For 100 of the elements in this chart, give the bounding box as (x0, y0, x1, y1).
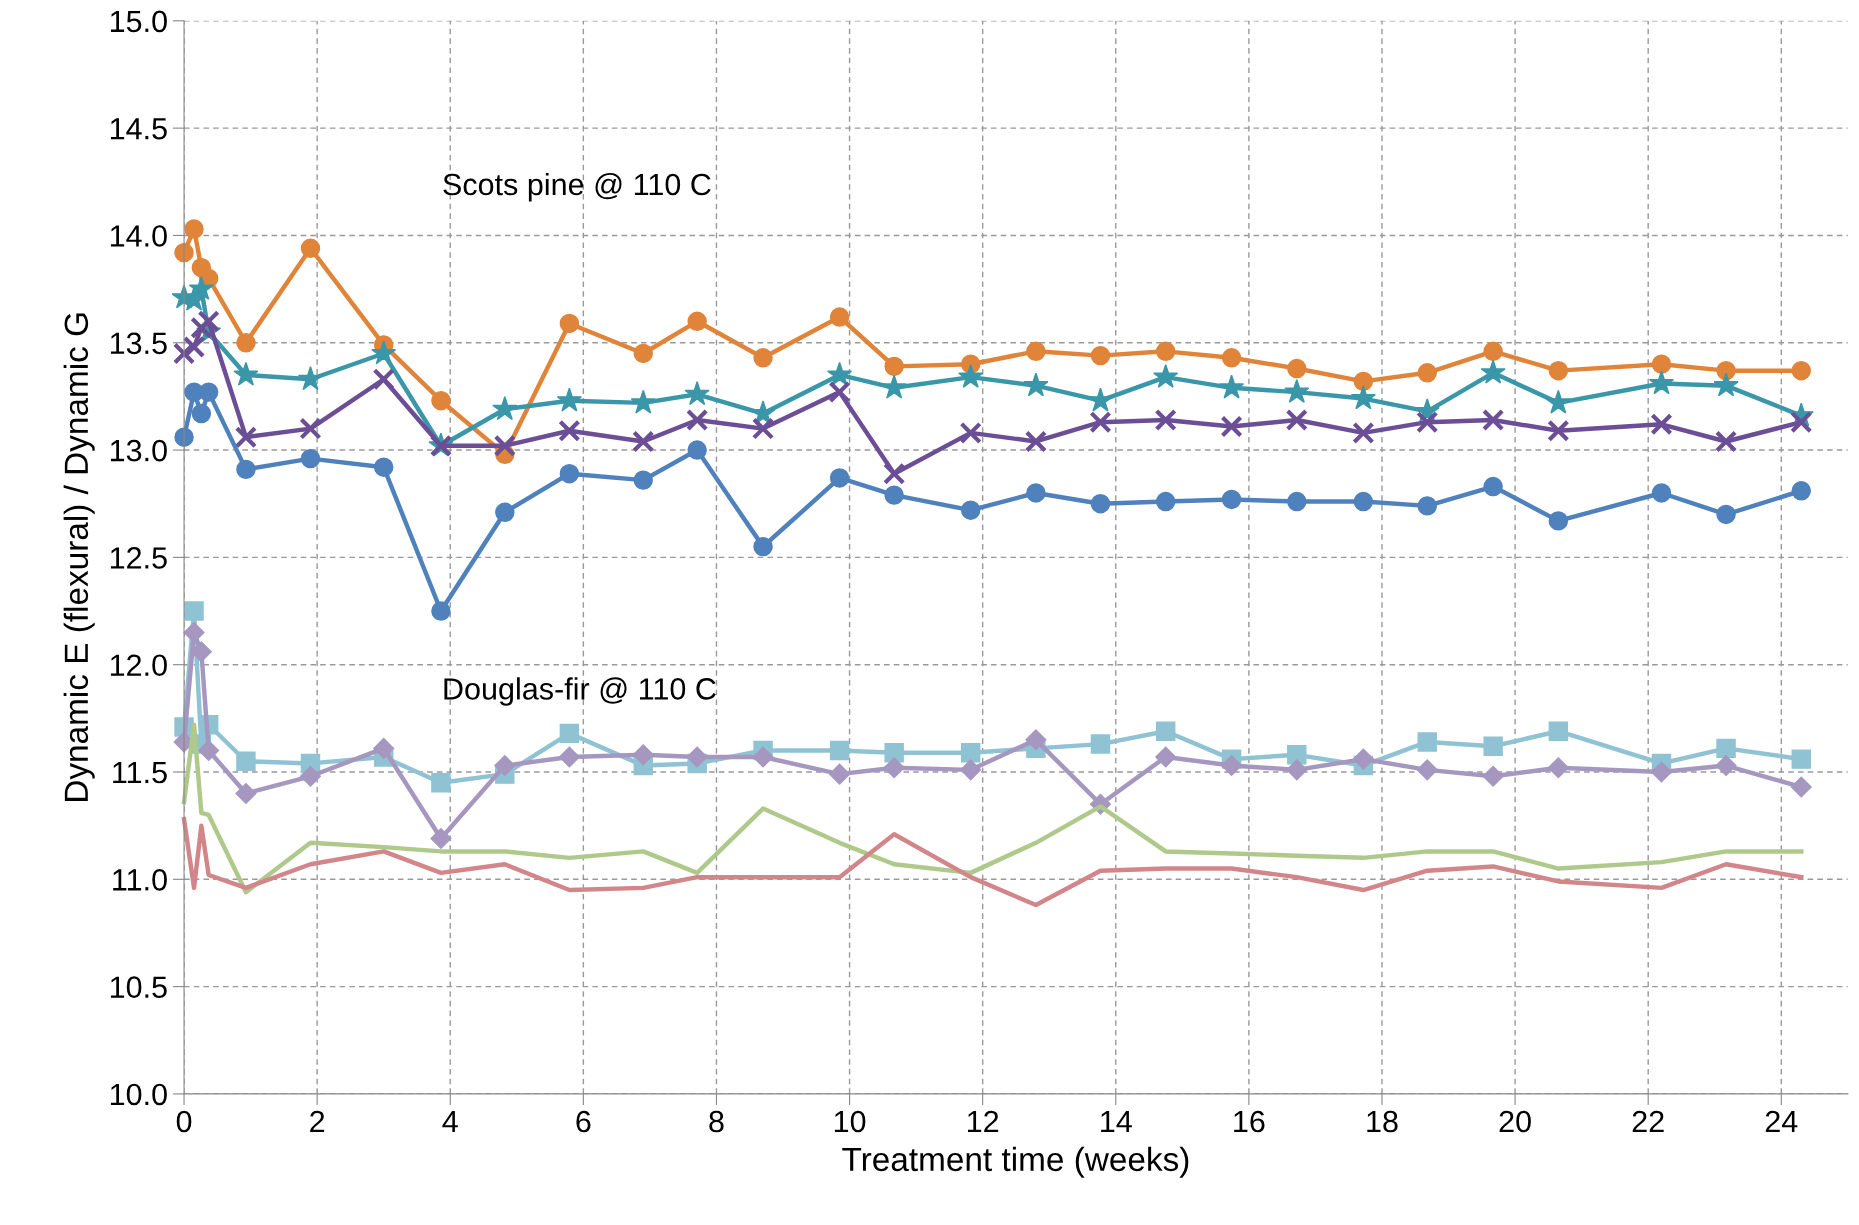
point (1350, 385, 1376, 410)
point (884, 485, 904, 505)
x-tick-label: 10 (834, 1110, 866, 1133)
point (297, 366, 324, 391)
point (829, 468, 850, 488)
point (687, 311, 707, 332)
point (372, 368, 395, 391)
point (1545, 389, 1571, 414)
x-tick-label: 6 (576, 1110, 591, 1133)
point (300, 448, 321, 469)
point (687, 440, 707, 460)
point (1087, 387, 1114, 412)
point (1482, 765, 1504, 787)
point (753, 348, 773, 368)
point (559, 723, 580, 744)
point (1352, 748, 1374, 770)
point (1155, 746, 1177, 768)
point (1651, 483, 1672, 503)
point (1416, 759, 1438, 781)
point (829, 763, 851, 785)
point (883, 757, 905, 779)
point (184, 601, 204, 621)
point (1286, 759, 1308, 781)
point (1220, 415, 1243, 438)
point (1353, 491, 1374, 512)
point (559, 313, 580, 334)
point (1548, 721, 1569, 741)
x-tick-label: 8 (709, 1110, 724, 1133)
point (686, 408, 709, 432)
y-tick-label: 13.0 (110, 439, 167, 462)
point (234, 426, 258, 449)
y-tick-label: 15.0 (110, 10, 167, 33)
point (1153, 363, 1179, 388)
point (632, 744, 654, 766)
point (1353, 371, 1374, 392)
point (1648, 370, 1675, 395)
point (632, 430, 655, 453)
point (1023, 372, 1049, 397)
point (373, 737, 395, 759)
point (1791, 481, 1811, 501)
point (1483, 341, 1503, 362)
point (1025, 729, 1047, 751)
point (1155, 341, 1176, 362)
point (1287, 358, 1307, 379)
point (960, 742, 981, 763)
point (1352, 421, 1375, 445)
point (1090, 493, 1111, 514)
x-tick-label: 22 (1632, 1110, 1664, 1133)
point (1716, 738, 1736, 759)
point (1417, 496, 1437, 516)
point (1221, 348, 1242, 368)
point (494, 755, 516, 777)
point (373, 457, 394, 477)
point (753, 536, 773, 557)
point (1089, 411, 1112, 434)
point (430, 828, 452, 850)
point (884, 356, 904, 377)
point (1417, 732, 1437, 752)
point (633, 470, 653, 490)
point (630, 389, 656, 414)
point (1218, 374, 1245, 399)
y-tick-label: 10.5 (110, 976, 167, 998)
point (1650, 413, 1673, 436)
y-axis-title: Dynamic E (flexural) / Dynamic G (63, 313, 95, 801)
point (1483, 476, 1503, 497)
point (1285, 408, 1308, 432)
point (1547, 757, 1569, 779)
point (1791, 360, 1811, 381)
point (371, 340, 397, 365)
point (1483, 736, 1503, 756)
point (881, 374, 907, 399)
point (684, 381, 710, 406)
point (1482, 408, 1505, 432)
point (958, 363, 984, 388)
point (1713, 372, 1739, 397)
point (1090, 734, 1111, 754)
point (299, 765, 322, 787)
y-tick-label: 10.0 (110, 1083, 167, 1106)
point (300, 238, 321, 259)
point (431, 773, 451, 793)
point (1221, 755, 1243, 777)
point (826, 361, 853, 386)
line-series (181, 816, 1804, 908)
point (492, 396, 518, 421)
point (431, 601, 451, 621)
x-tick-label: 2 (310, 1110, 325, 1133)
point (960, 500, 981, 520)
y-tick-label: 14.0 (110, 225, 167, 247)
point (559, 463, 580, 484)
point (495, 502, 515, 523)
point (1154, 408, 1177, 432)
point (1024, 430, 1048, 453)
point (235, 782, 257, 804)
y-tick-label: 12.5 (110, 547, 167, 569)
x-tick-label: 16 (1234, 1110, 1265, 1133)
point (686, 746, 708, 768)
point (884, 742, 904, 763)
x-tick-label: 24 (1765, 1110, 1798, 1133)
point (1155, 721, 1176, 741)
point (198, 740, 220, 762)
